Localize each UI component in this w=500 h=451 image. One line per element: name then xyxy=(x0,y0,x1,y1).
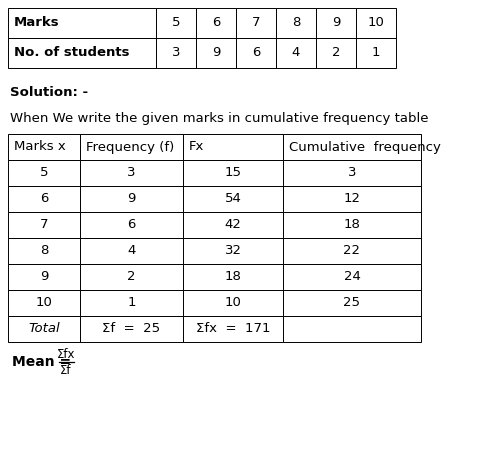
Text: Σfx  =  171: Σfx = 171 xyxy=(196,322,270,336)
Bar xyxy=(356,8,396,38)
Text: 5: 5 xyxy=(172,17,180,29)
Text: 2: 2 xyxy=(332,46,340,60)
Text: 12: 12 xyxy=(344,193,360,206)
Bar xyxy=(80,160,183,186)
Text: 25: 25 xyxy=(344,296,360,309)
Text: No. of students: No. of students xyxy=(14,46,130,60)
Text: 9: 9 xyxy=(40,271,48,284)
Text: Σf  =  25: Σf = 25 xyxy=(102,322,160,336)
Bar xyxy=(283,160,421,186)
Bar xyxy=(283,212,421,238)
Text: Fx: Fx xyxy=(189,141,204,153)
Bar xyxy=(196,38,236,68)
Bar xyxy=(8,290,80,316)
Bar xyxy=(80,238,183,264)
Text: 1: 1 xyxy=(127,296,136,309)
Text: 6: 6 xyxy=(40,193,48,206)
Bar xyxy=(183,316,283,342)
Text: 18: 18 xyxy=(224,271,242,284)
Text: 15: 15 xyxy=(224,166,242,179)
Bar xyxy=(156,38,196,68)
Text: 42: 42 xyxy=(224,218,242,231)
Bar xyxy=(283,238,421,264)
Bar xyxy=(316,8,356,38)
Bar xyxy=(183,212,283,238)
Text: 6: 6 xyxy=(128,218,136,231)
Bar xyxy=(8,134,80,160)
Bar xyxy=(8,186,80,212)
Text: Marks x: Marks x xyxy=(14,141,66,153)
Text: 24: 24 xyxy=(344,271,360,284)
Bar xyxy=(183,160,283,186)
Bar xyxy=(283,186,421,212)
Bar xyxy=(8,316,80,342)
Text: Solution: -: Solution: - xyxy=(10,86,88,99)
Bar xyxy=(283,264,421,290)
Text: 6: 6 xyxy=(252,46,260,60)
Bar xyxy=(8,238,80,264)
Text: 3: 3 xyxy=(172,46,180,60)
Bar xyxy=(183,238,283,264)
Text: Total: Total xyxy=(28,322,60,336)
Text: 7: 7 xyxy=(252,17,260,29)
Text: 1: 1 xyxy=(372,46,380,60)
Text: Frequency (f): Frequency (f) xyxy=(86,141,174,153)
Text: 9: 9 xyxy=(332,17,340,29)
Text: 10: 10 xyxy=(224,296,242,309)
Text: Mean =: Mean = xyxy=(12,355,76,369)
Text: 4: 4 xyxy=(292,46,300,60)
Bar xyxy=(80,264,183,290)
Bar xyxy=(8,160,80,186)
Text: When We write the given marks in cumulative frequency table: When We write the given marks in cumulat… xyxy=(10,112,428,125)
Bar xyxy=(8,38,156,68)
Text: 8: 8 xyxy=(40,244,48,258)
Bar xyxy=(276,38,316,68)
Bar xyxy=(283,134,421,160)
Bar xyxy=(80,212,183,238)
Text: Σf: Σf xyxy=(60,364,72,377)
Text: Marks: Marks xyxy=(14,17,60,29)
Text: 8: 8 xyxy=(292,17,300,29)
Bar xyxy=(316,38,356,68)
Bar xyxy=(196,8,236,38)
Bar xyxy=(8,212,80,238)
Bar xyxy=(80,186,183,212)
Text: 22: 22 xyxy=(344,244,360,258)
Text: 6: 6 xyxy=(212,17,220,29)
Text: 9: 9 xyxy=(212,46,220,60)
Bar xyxy=(183,290,283,316)
Text: Σfx: Σfx xyxy=(57,349,75,362)
Text: Cumulative  frequency: Cumulative frequency xyxy=(289,141,441,153)
Text: 5: 5 xyxy=(40,166,48,179)
Text: 54: 54 xyxy=(224,193,242,206)
Bar xyxy=(8,8,156,38)
Bar xyxy=(8,264,80,290)
Bar xyxy=(156,8,196,38)
Text: 9: 9 xyxy=(128,193,136,206)
Text: 18: 18 xyxy=(344,218,360,231)
Bar xyxy=(283,290,421,316)
Text: 10: 10 xyxy=(368,17,384,29)
Bar xyxy=(183,134,283,160)
Text: 2: 2 xyxy=(127,271,136,284)
Text: 3: 3 xyxy=(127,166,136,179)
Text: 10: 10 xyxy=(36,296,52,309)
Bar xyxy=(236,8,276,38)
Bar xyxy=(80,290,183,316)
Text: 32: 32 xyxy=(224,244,242,258)
Text: 7: 7 xyxy=(40,218,48,231)
Text: 3: 3 xyxy=(348,166,356,179)
Bar xyxy=(283,316,421,342)
Bar xyxy=(183,264,283,290)
Bar xyxy=(183,186,283,212)
Text: 4: 4 xyxy=(128,244,136,258)
Bar xyxy=(276,8,316,38)
Bar xyxy=(236,38,276,68)
Bar xyxy=(80,134,183,160)
Bar xyxy=(80,316,183,342)
Bar xyxy=(356,38,396,68)
